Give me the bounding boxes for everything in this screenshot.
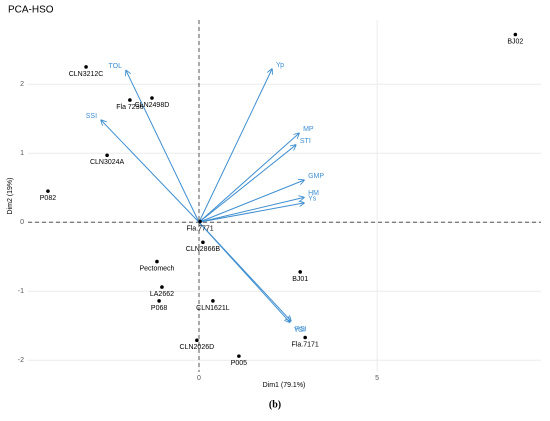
point bbox=[303, 335, 307, 340]
point-label: CLN3212C bbox=[69, 71, 104, 78]
point-label: CLN2026D bbox=[180, 344, 215, 351]
point bbox=[128, 98, 132, 102]
loading-arrow bbox=[198, 197, 304, 223]
point bbox=[237, 354, 241, 358]
arrow-label: TOL bbox=[108, 63, 122, 70]
point-label: Fla.7771 bbox=[186, 225, 213, 232]
point bbox=[46, 189, 50, 193]
point bbox=[198, 219, 202, 224]
arrow-label: YSI bbox=[294, 327, 305, 334]
point bbox=[160, 285, 164, 289]
loading-arrow bbox=[198, 145, 296, 223]
point-label: BJ02 bbox=[507, 38, 523, 45]
point-label: P005 bbox=[231, 360, 247, 367]
x-tick-label: 5 bbox=[375, 375, 379, 382]
y-tick-label: -1 bbox=[18, 288, 24, 295]
point-label: CLN2866B bbox=[186, 246, 221, 253]
point bbox=[211, 299, 215, 303]
chart-title: PCA-HSO bbox=[8, 5, 54, 16]
loading-arrow bbox=[198, 203, 304, 223]
point-label: LA2662 bbox=[150, 291, 174, 298]
point bbox=[105, 153, 109, 158]
arrow-label: SSI bbox=[86, 113, 97, 120]
point-label: P068 bbox=[151, 305, 167, 312]
point-label: BJ01 bbox=[292, 276, 308, 283]
plot-area bbox=[28, 20, 541, 372]
point-label: CLN3024A bbox=[90, 159, 125, 166]
arrow-label: MP bbox=[303, 126, 314, 133]
point bbox=[84, 65, 88, 69]
point bbox=[157, 299, 161, 303]
loading-arrow bbox=[198, 221, 290, 322]
y-tick-label: 0 bbox=[20, 219, 24, 226]
y-tick-label: 1 bbox=[20, 150, 24, 157]
arrow-label: Yp bbox=[276, 62, 284, 69]
point-label: CLN2498D bbox=[135, 102, 170, 109]
y-axis-label: Dim2 (19%) bbox=[7, 178, 14, 215]
point bbox=[513, 32, 518, 37]
point-label: Fla.7171 bbox=[292, 341, 319, 348]
y-tick-label: -2 bbox=[18, 357, 24, 364]
loading-arrow bbox=[198, 69, 272, 223]
loading-arrow bbox=[198, 133, 299, 223]
point bbox=[155, 259, 159, 264]
point-label: P082 bbox=[40, 195, 56, 202]
x-tick-label: 0 bbox=[197, 375, 201, 382]
point-label: CLN1621L bbox=[196, 305, 230, 312]
loading-arrow bbox=[101, 120, 200, 223]
loading-arrow bbox=[198, 180, 304, 223]
point bbox=[150, 96, 154, 100]
point bbox=[298, 270, 302, 274]
point-label: Pectomech bbox=[139, 265, 174, 272]
arrow-label: STI bbox=[300, 138, 311, 145]
y-tick-label: 2 bbox=[20, 81, 24, 88]
arrow-label: GMP bbox=[308, 173, 324, 180]
loading-arrow bbox=[126, 70, 200, 223]
x-axis-label: Dim1 (79.1%) bbox=[263, 382, 306, 389]
point-label: Fla 7236 bbox=[116, 104, 143, 111]
point bbox=[195, 338, 199, 343]
point bbox=[201, 240, 205, 245]
arrow-label: Ys bbox=[308, 196, 317, 203]
arrow-label: HM bbox=[308, 190, 319, 197]
arrow-label: RSI bbox=[295, 326, 307, 333]
caption: (b) bbox=[269, 399, 281, 410]
